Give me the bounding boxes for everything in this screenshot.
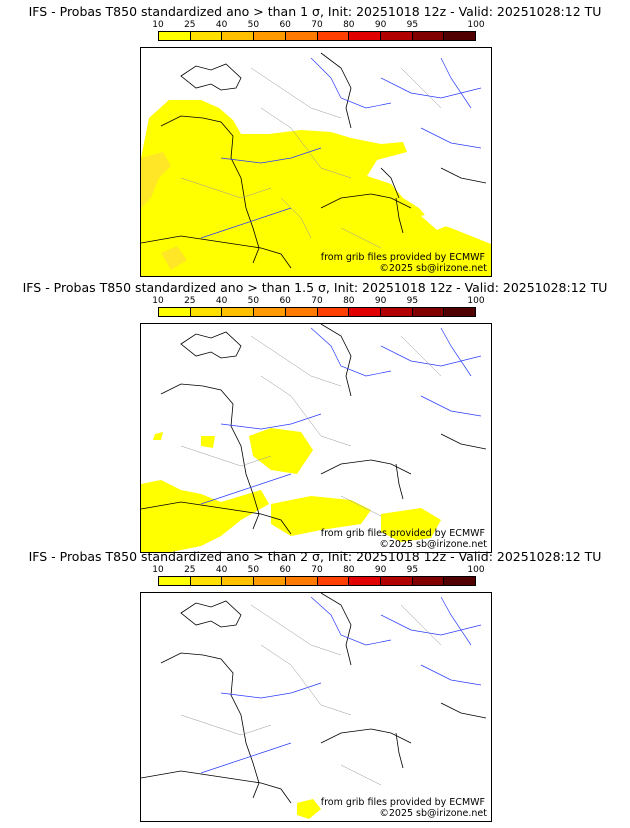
panel-title: IFS - Probas T850 standardized ano > tha…: [22, 280, 608, 295]
colorbar-label: 90: [374, 565, 387, 575]
colorbar-label: 90: [374, 296, 387, 306]
colorbar-swatch: [285, 32, 318, 40]
colorbar-label: 50: [247, 20, 260, 30]
colorbar-swatch: [317, 32, 350, 40]
colorbar-swatch: [285, 308, 318, 316]
colorbar-label: 25: [184, 565, 196, 575]
colorbar-swatch: [349, 308, 381, 316]
probability-map: from grib files provided by ECMWF ©2025 …: [140, 323, 492, 553]
colorbar-label: 80: [343, 565, 355, 575]
colorbar-label: 80: [343, 20, 355, 30]
colorbar-swatch: [444, 32, 476, 40]
colorbar-swatch: [412, 577, 445, 585]
colorbar-swatch: [349, 577, 381, 585]
colorbar: [158, 31, 476, 41]
colorbar-label: 25: [184, 20, 196, 30]
colorbar-swatch: [317, 308, 350, 316]
colorbar-label: 10: [152, 20, 164, 30]
panel-title: IFS - Probas T850 standardized ano > tha…: [28, 549, 602, 564]
copyright-credit: ©2025 sb@irizone.net: [379, 539, 487, 550]
data-source-credit: from grib files provided by ECMWF: [320, 528, 485, 539]
colorbar-swatch: [412, 32, 445, 40]
colorbar-swatch: [190, 308, 223, 316]
colorbar-swatch: [159, 577, 191, 585]
colorbar-swatch: [222, 308, 255, 316]
map-panel-1: IFS - Probas T850 standardized ano > tha…: [0, 0, 630, 277]
panel-title: IFS - Probas T850 standardized ano > tha…: [28, 4, 602, 19]
map-graphic: [141, 324, 487, 552]
map-panel-3: IFS - Probas T850 standardized ano > tha…: [0, 545, 630, 822]
colorbar-swatch: [317, 577, 350, 585]
copyright-credit: ©2025 sb@irizone.net: [379, 263, 487, 274]
colorbar: [158, 576, 476, 586]
colorbar-swatch: [349, 32, 381, 40]
colorbar-swatch: [159, 308, 191, 316]
colorbar-labels: 10 25 40 50 60 70 80 90 95 100: [152, 20, 484, 31]
colorbar-swatch: [159, 32, 191, 40]
data-source-credit: from grib files provided by ECMWF: [320, 797, 485, 808]
map-panel-2: IFS - Probas T850 standardized ano > tha…: [0, 276, 630, 553]
colorbar-label: 70: [311, 20, 323, 30]
colorbar-swatch: [444, 308, 476, 316]
colorbar-label: 50: [247, 296, 260, 306]
colorbar-label: 80: [343, 296, 355, 306]
map-graphic: [141, 593, 487, 819]
colorbar-swatch: [254, 308, 286, 316]
colorbar-swatch: [285, 577, 318, 585]
colorbar-label: 70: [311, 296, 323, 306]
colorbar-label: 10: [152, 565, 164, 575]
colorbar-label: 100: [467, 565, 485, 575]
map-graphic: [141, 52, 491, 276]
colorbar-swatch: [380, 577, 413, 585]
colorbar-label: 60: [279, 20, 291, 30]
colorbar-label: 25: [184, 296, 196, 306]
colorbar-swatch: [254, 32, 286, 40]
data-source-credit: from grib files provided by ECMWF: [320, 252, 485, 263]
colorbar-label: 95: [406, 296, 419, 306]
colorbar-label: 100: [467, 296, 485, 306]
colorbar-labels: 10 25 40 50 60 70 80 90 95 100: [152, 565, 484, 576]
probability-map: from grib files provided by ECMWF ©2025 …: [140, 47, 492, 277]
colorbar-swatch: [412, 308, 445, 316]
copyright-credit: ©2025 sb@irizone.net: [379, 808, 487, 819]
colorbar-label: 40: [215, 296, 228, 306]
colorbar-swatch: [222, 32, 255, 40]
colorbar-label: 60: [279, 565, 291, 575]
colorbar-swatch: [380, 32, 413, 40]
colorbar-label: 100: [467, 20, 485, 30]
colorbar-label: 40: [215, 20, 228, 30]
colorbar-swatch: [380, 308, 413, 316]
colorbar-swatch: [222, 577, 255, 585]
colorbar-label: 10: [152, 296, 164, 306]
colorbar-label: 60: [279, 296, 291, 306]
colorbar-label: 40: [215, 565, 228, 575]
colorbar-swatch: [254, 577, 286, 585]
colorbar-label: 95: [406, 20, 419, 30]
colorbar-labels: 10 25 40 50 60 70 80 90 95 100: [152, 296, 484, 307]
colorbar-label: 50: [247, 565, 260, 575]
colorbar-swatch: [444, 577, 476, 585]
colorbar: [158, 307, 476, 317]
colorbar-swatch: [190, 577, 223, 585]
colorbar-label: 90: [374, 20, 387, 30]
probability-map: from grib files provided by ECMWF ©2025 …: [140, 592, 492, 822]
colorbar-label: 95: [406, 565, 419, 575]
colorbar-swatch: [190, 32, 223, 40]
colorbar-label: 70: [311, 565, 323, 575]
